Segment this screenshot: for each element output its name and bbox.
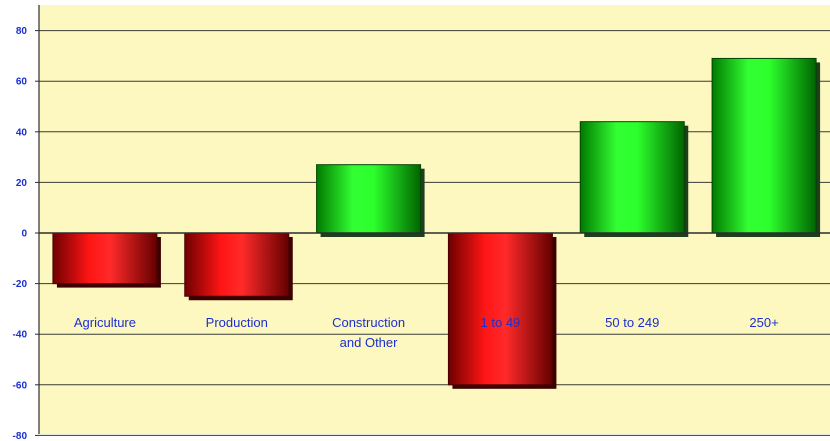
x-tick-label: 1 to 49 [481, 315, 521, 330]
bar-1-to-49 [447, 232, 553, 386]
x-axis: Agriculture Production Construction and Oth… [74, 315, 779, 350]
y-tick-label: 60 [16, 77, 28, 88]
bar-250 [711, 57, 817, 234]
y-axis: 80 60 40 20 0 -20 -40 -60 -80 [13, 26, 39, 441]
bars [52, 57, 821, 389]
x-tick-label: Agriculture [74, 315, 136, 330]
y-tick-label: 20 [16, 178, 28, 189]
y-tick-label: -20 [13, 279, 28, 290]
plot-background [39, 5, 830, 434]
bar-agriculture [52, 232, 158, 285]
y-tick-label: 80 [16, 26, 28, 37]
bar-production [184, 232, 290, 297]
y-tick-label: 40 [16, 127, 28, 138]
bar-50-to-249 [579, 121, 685, 234]
x-tick-label: 250+ [749, 315, 778, 330]
y-tick-label: -80 [13, 431, 28, 441]
x-tick-label: Construction and Other [332, 315, 405, 350]
y-tick-label: -60 [13, 380, 28, 391]
y-tick-label: -40 [13, 330, 28, 341]
x-tick-label: Production [206, 315, 268, 330]
gridlines [39, 30, 830, 436]
y-tick-label: 0 [21, 229, 27, 240]
bar-construction-and-other [316, 164, 422, 234]
x-tick-label: 50 to 249 [605, 315, 659, 330]
